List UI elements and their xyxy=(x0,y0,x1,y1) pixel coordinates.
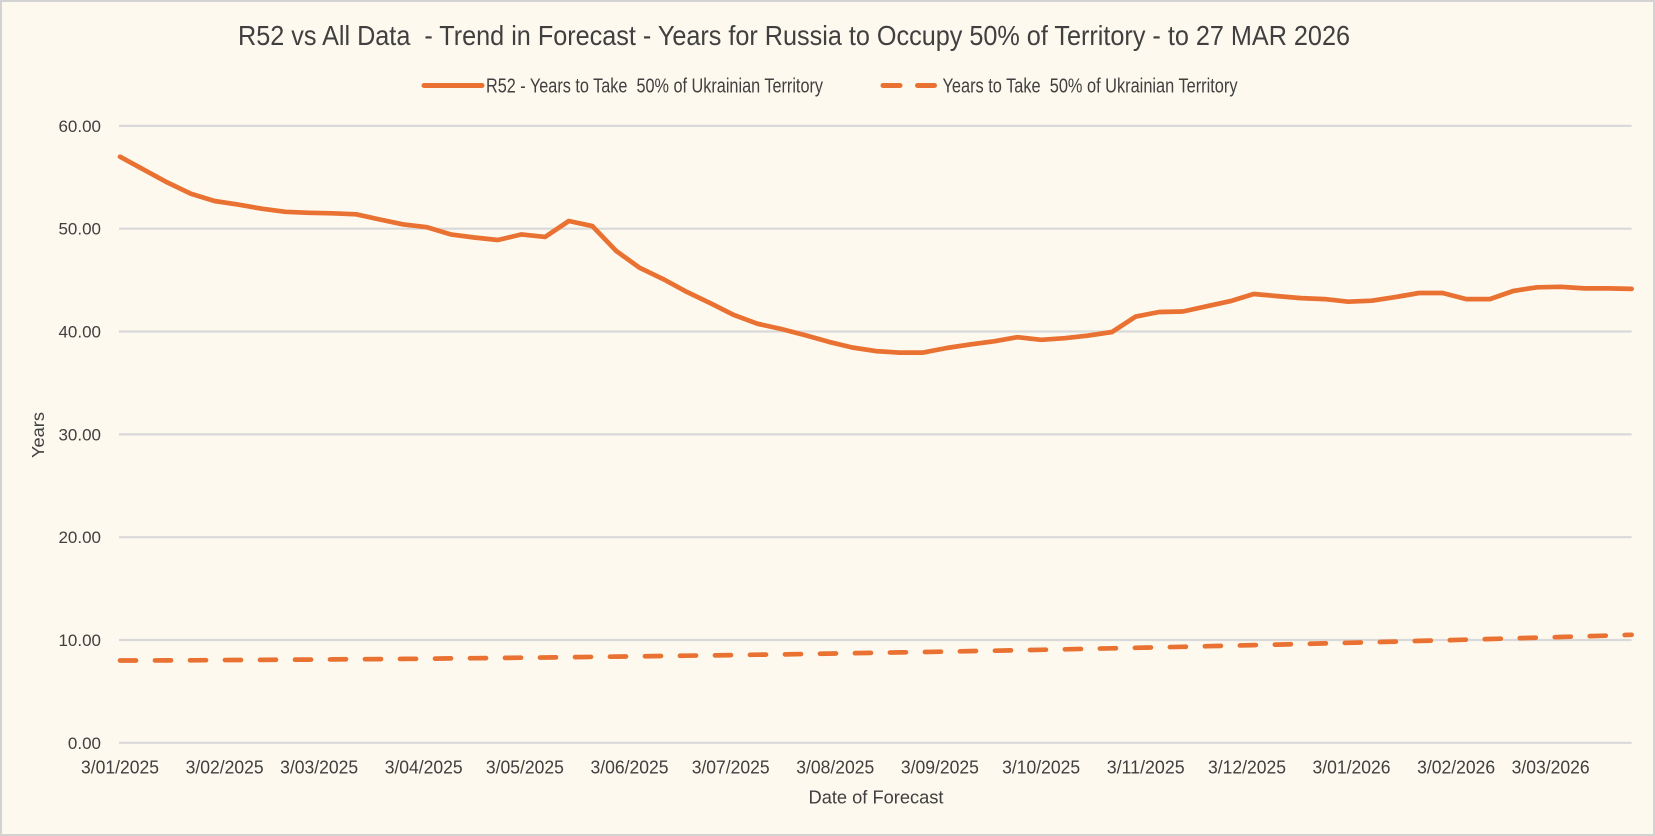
svg-text:3/08/2025: 3/08/2025 xyxy=(796,758,874,778)
svg-text:3/03/2026: 3/03/2026 xyxy=(1512,758,1590,778)
svg-text:3/10/2025: 3/10/2025 xyxy=(1002,758,1080,778)
svg-text:3/12/2025: 3/12/2025 xyxy=(1208,758,1286,778)
svg-text:40.00: 40.00 xyxy=(58,323,101,342)
svg-text:10.00: 10.00 xyxy=(58,631,101,650)
svg-text:3/04/2025: 3/04/2025 xyxy=(385,758,463,778)
svg-text:3/01/2025: 3/01/2025 xyxy=(81,758,159,778)
svg-text:50.00: 50.00 xyxy=(58,220,101,239)
svg-text:30.00: 30.00 xyxy=(58,425,101,444)
svg-text:3/11/2025: 3/11/2025 xyxy=(1107,758,1185,778)
svg-text:3/01/2026: 3/01/2026 xyxy=(1313,758,1391,778)
svg-text:3/02/2025: 3/02/2025 xyxy=(186,758,264,778)
svg-text:Years: Years xyxy=(28,412,48,458)
svg-text:0.00: 0.00 xyxy=(68,734,101,753)
svg-text:60.00: 60.00 xyxy=(58,117,101,136)
svg-text:R52 - Years to Take 50% of Uk: R52 - Years to Take 50% of Ukrainian Ter… xyxy=(486,75,824,98)
svg-text:Date of Forecast: Date of Forecast xyxy=(809,787,944,808)
svg-text:3/03/2025: 3/03/2025 xyxy=(280,758,358,778)
svg-text:3/02/2026: 3/02/2026 xyxy=(1417,758,1495,778)
svg-text:Years to Take 50% of Ukrainia: Years to Take 50% of Ukrainian Territory xyxy=(943,75,1239,98)
svg-text:3/06/2025: 3/06/2025 xyxy=(591,758,669,778)
svg-text:R52 vs All Data - Trend in Fo: R52 vs All Data - Trend in Forecast - Ye… xyxy=(238,20,1350,51)
svg-text:3/05/2025: 3/05/2025 xyxy=(486,758,564,778)
svg-text:3/07/2025: 3/07/2025 xyxy=(692,758,770,778)
svg-text:3/09/2025: 3/09/2025 xyxy=(901,758,979,778)
svg-text:20.00: 20.00 xyxy=(58,528,101,547)
